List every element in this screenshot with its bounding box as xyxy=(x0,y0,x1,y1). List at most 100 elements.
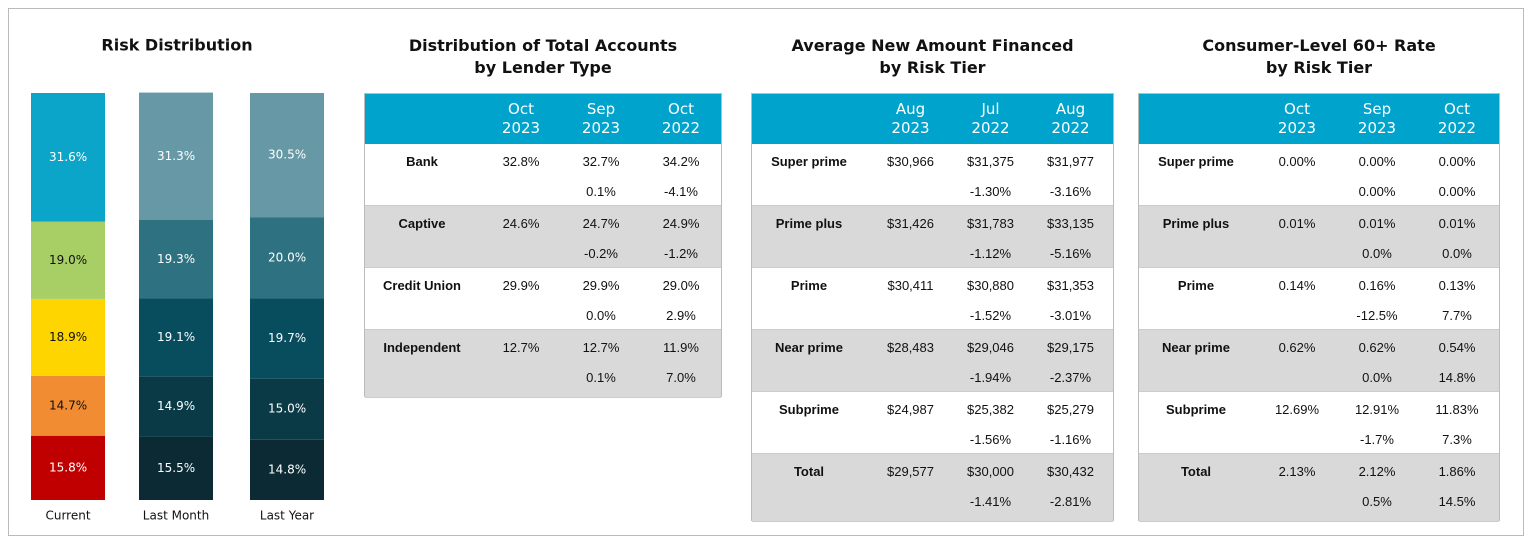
value-cell: 0.14% xyxy=(1278,278,1316,293)
row-label: Super prime xyxy=(1158,154,1234,169)
bar-segment xyxy=(250,217,324,299)
risk-chart: Risk Distribution 15.8% 14.7% 18.9% 19.0% 31… xyxy=(31,36,324,523)
change-cell: -0.2% xyxy=(584,246,618,261)
value-cell: 0.00% xyxy=(1438,154,1476,169)
chart-title: Risk Distribution xyxy=(101,36,252,55)
value-cell: $25,279 xyxy=(1047,402,1094,417)
row-label: Prime plus xyxy=(775,216,843,231)
row-label: Captive xyxy=(398,216,446,231)
bar-segment xyxy=(31,435,105,500)
change-cell: 0.00% xyxy=(1438,184,1476,199)
column-header: Aug 2023 xyxy=(871,100,951,138)
value-cell: $30,000 xyxy=(967,464,1014,479)
bar-segment xyxy=(250,298,324,379)
row-label: Near prime xyxy=(775,340,843,355)
bar-segment xyxy=(250,378,324,440)
change-cell: 14.8% xyxy=(1438,370,1476,385)
x-tick-label: Last Month xyxy=(143,509,209,523)
value-cell: $30,411 xyxy=(887,278,934,293)
table-row: Super prime $30,966 $31,375 $31,977 -1.30% -3… xyxy=(752,144,1113,206)
header-line: Oct xyxy=(668,100,694,118)
column-header: Sep 2023 xyxy=(561,100,641,138)
value-cell: $30,966 xyxy=(887,154,934,169)
value-cell: 24.7% xyxy=(582,216,620,231)
change-cell: -4.1% xyxy=(664,184,698,199)
header-line: Sep xyxy=(1362,100,1392,118)
column-header: Oct 2023 xyxy=(481,100,561,138)
bar-segment xyxy=(139,219,213,299)
value-cell: 0.16% xyxy=(1358,278,1396,293)
header-line: Oct xyxy=(1444,100,1470,118)
x-tick-label: Current xyxy=(45,509,90,523)
x-tick-label: Last Year xyxy=(260,509,314,523)
change-cell: -12.5% xyxy=(1356,308,1398,323)
value-cell: $30,432 xyxy=(1047,464,1094,479)
value-cell: $31,783 xyxy=(967,216,1014,231)
value-cell: 0.62% xyxy=(1358,340,1396,355)
column-header: Aug 2022 xyxy=(1031,100,1111,138)
table-row: Total 2.13% 2.12% 1.86% 0.5% 14.5% xyxy=(1139,454,1499,522)
row-label: Prime plus xyxy=(1162,216,1230,231)
value-cell: $29,175 xyxy=(1047,340,1094,355)
change-cell: 14.5% xyxy=(1438,494,1476,509)
value-cell: $30,880 xyxy=(967,278,1014,293)
data-label: 30.5% xyxy=(268,148,306,162)
value-cell: 0.00% xyxy=(1278,154,1316,169)
value-cell: 34.2% xyxy=(662,154,700,169)
value-cell: $31,353 xyxy=(1047,278,1094,293)
bar-segment xyxy=(31,221,105,299)
value-cell: $29,046 xyxy=(967,340,1014,355)
value-cell: 0.01% xyxy=(1358,216,1396,231)
bar-segment xyxy=(31,298,105,376)
bar-segment xyxy=(250,93,324,218)
value-cell: 32.7% xyxy=(582,154,620,169)
change-cell: -1.30% xyxy=(969,184,1012,199)
change-cell: 0.0% xyxy=(1362,370,1392,385)
title-line: by Risk Tier xyxy=(1265,58,1373,77)
row-label: Independent xyxy=(383,340,461,355)
table-title: Distribution of Total Accounts by Lender … xyxy=(364,35,722,79)
column-header: Oct 2022 xyxy=(641,100,721,138)
value-cell: 2.13% xyxy=(1278,464,1316,479)
title-line: by Lender Type xyxy=(474,58,612,77)
row-label: Total xyxy=(1180,464,1212,479)
value-cell: 29.9% xyxy=(502,278,540,293)
change-cell: -1.16% xyxy=(1049,432,1092,447)
column-header: Oct 2022 xyxy=(1417,100,1497,138)
table-row: Subprime 12.69% 12.91% 11.83% -1.7% 7.3% xyxy=(1139,392,1499,454)
change-cell: -1.52% xyxy=(969,308,1012,323)
header-line: 2023 xyxy=(891,119,930,137)
column-header: Jul 2022 xyxy=(951,100,1031,138)
value-cell: $25,382 xyxy=(967,402,1014,417)
data-label: 31.3% xyxy=(157,149,195,163)
change-cell: -1.7% xyxy=(1360,432,1394,447)
data-label: 14.8% xyxy=(268,462,306,476)
value-cell: 0.13% xyxy=(1438,278,1476,293)
bar-segment xyxy=(139,436,213,500)
table-row: Credit Union 29.9% 29.9% 29.0% 0.0% 2.9% xyxy=(365,268,721,330)
value-cell: 0.01% xyxy=(1438,216,1476,231)
value-cell: $24,987 xyxy=(887,402,934,417)
title-line: Distribution of Total Accounts xyxy=(408,36,678,55)
bar-segment xyxy=(139,92,213,220)
value-cell: 24.6% xyxy=(502,216,540,231)
panel-frame xyxy=(8,8,1524,536)
change-cell: 0.1% xyxy=(586,184,616,199)
value-cell: $29,577 xyxy=(887,464,934,479)
data-label: 31.6% xyxy=(49,150,87,164)
table-row: Total $29,577 $30,000 $30,432 -1.41% -2.81% xyxy=(752,454,1113,522)
table-row: Near prime $28,483 $29,046 $29,175 -1.94% -2.… xyxy=(752,330,1113,392)
header-line: Aug xyxy=(895,100,926,118)
title-line: Consumer-Level 60+ Rate xyxy=(1202,36,1436,55)
header-line: Oct xyxy=(1284,100,1310,118)
value-cell: $31,977 xyxy=(1047,154,1094,169)
bar-segment xyxy=(31,375,105,436)
column-header: Sep 2023 xyxy=(1337,100,1417,138)
data-label: 15.5% xyxy=(157,461,195,475)
value-cell: 11.83% xyxy=(1435,402,1479,417)
value-cell: 12.7% xyxy=(502,340,540,355)
table-row: Subprime $24,987 $25,382 $25,279 -1.56% -1.16… xyxy=(752,392,1113,454)
value-cell: $28,483 xyxy=(887,340,934,355)
title-line: by Risk Tier xyxy=(879,58,986,77)
